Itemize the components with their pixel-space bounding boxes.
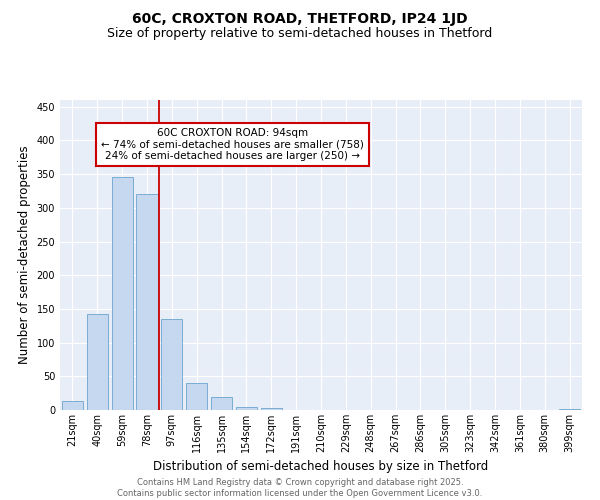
Y-axis label: Number of semi-detached properties: Number of semi-detached properties [18,146,31,364]
Text: 60C, CROXTON ROAD, THETFORD, IP24 1JD: 60C, CROXTON ROAD, THETFORD, IP24 1JD [132,12,468,26]
Bar [87,314,108,410]
Bar [186,383,207,410]
Bar [62,401,83,410]
Bar [211,397,232,410]
Text: 60C CROXTON ROAD: 94sqm
← 74% of semi-detached houses are smaller (758)
24% of s: 60C CROXTON ROAD: 94sqm ← 74% of semi-de… [101,128,364,161]
Bar [261,408,282,410]
X-axis label: Distribution of semi-detached houses by size in Thetford: Distribution of semi-detached houses by … [154,460,488,473]
Text: Size of property relative to semi-detached houses in Thetford: Size of property relative to semi-detach… [107,28,493,40]
Text: Contains HM Land Registry data © Crown copyright and database right 2025.
Contai: Contains HM Land Registry data © Crown c… [118,478,482,498]
Bar [161,319,182,410]
Bar [136,194,158,410]
Bar [559,408,580,410]
Bar [236,406,257,410]
Bar [112,177,133,410]
